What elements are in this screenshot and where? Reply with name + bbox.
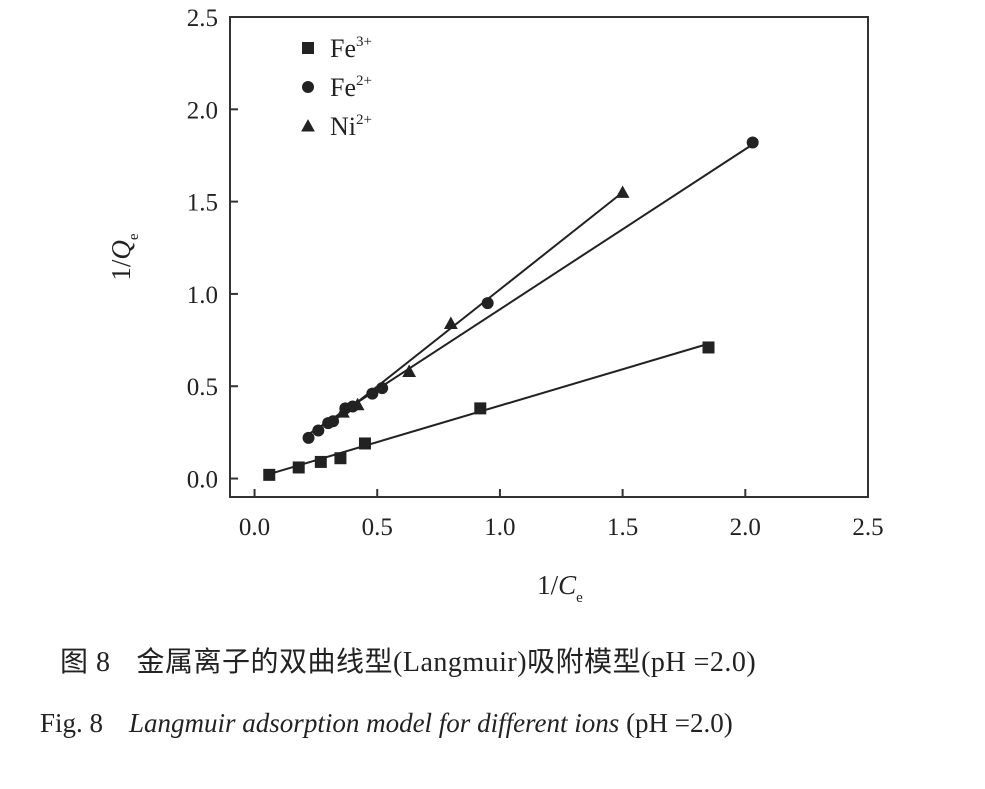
y-tick-label: 1.5: [187, 190, 218, 217]
x-tick-label: 0.5: [362, 514, 393, 541]
plot-area: [229, 16, 869, 498]
x-tick-label: 1.0: [484, 514, 515, 541]
data-point-triangle: [335, 405, 350, 418]
y-axis: 0.0 0.5 1.0 1.5 2.0 2.5: [187, 5, 238, 494]
data-point-circle: [746, 136, 759, 149]
figure-caption-chinese: 图 8 金属离子的双曲线型(Langmuir)吸附模型(pH =2.0): [0, 640, 985, 680]
data-point-triangle: [615, 185, 630, 198]
caption-text-en: Langmuir adsorption model for different …: [129, 708, 620, 738]
data-point-square: [263, 468, 276, 481]
legend: Fe3+ Fe2+ Ni2+: [301, 34, 372, 141]
x-tick-label: 0.0: [239, 514, 270, 541]
data-markers: [263, 136, 759, 481]
data-point-square: [702, 341, 715, 354]
legend-label: Fe3+: [330, 34, 372, 63]
y-tick-label: 0.0: [187, 467, 218, 494]
y-tick-label: 2.0: [187, 97, 218, 124]
x-tick-label: 2.0: [730, 514, 761, 541]
data-point-circle: [376, 382, 389, 395]
legend-marker-triangle: [301, 119, 315, 132]
caption-suffix-en: (pH =2.0): [626, 708, 733, 738]
y-axis-title-group: 1/Qe: [106, 233, 142, 281]
data-point-circle: [302, 431, 315, 444]
data-point-square: [334, 452, 347, 465]
fit-lines: [266, 143, 754, 476]
y-tick-label: 0.5: [187, 374, 218, 401]
legend-marker-square: [302, 42, 314, 54]
data-point-square: [474, 402, 487, 415]
data-point-circle: [327, 415, 340, 428]
figure-number-en: Fig. 8: [40, 708, 104, 738]
data-point-triangle: [443, 316, 458, 329]
fit-line-triangle: [334, 191, 624, 421]
caption-text-zh: 金属离子的双曲线型(Langmuir)吸附模型(pH =2.0): [136, 647, 757, 678]
data-point-circle: [481, 297, 494, 310]
y-axis-title: 1/Qe: [106, 233, 142, 281]
data-point-circle: [312, 424, 325, 437]
data-point-triangle: [350, 397, 365, 411]
y-tick-label: 1.0: [187, 282, 218, 309]
data-point-square: [292, 461, 305, 474]
x-tick-label: 2.5: [852, 514, 883, 541]
x-tick-label: 1.5: [607, 514, 638, 541]
axis-titles: 1/Ce 1/Qe: [106, 233, 583, 606]
data-point-triangle: [402, 364, 417, 377]
legend-label: Ni2+: [330, 112, 372, 141]
legend-marker-circle: [302, 81, 314, 93]
x-axis-title: 1/Ce: [537, 570, 583, 606]
legend-label: Fe2+: [330, 73, 372, 102]
data-point-square: [314, 455, 327, 468]
data-point-circle: [366, 387, 379, 400]
figure-number-zh: 图 8: [60, 647, 111, 678]
data-point-square: [358, 437, 371, 450]
y-tick-label: 2.5: [187, 5, 218, 32]
fit-line-square: [266, 342, 709, 476]
plot-frame: [229, 16, 869, 498]
x-axis: 0.0 0.5 1.0 1.5 2.0 2.5: [239, 489, 884, 541]
figure-caption-english: Fig. 8 Langmuir adsorption model for diff…: [0, 708, 985, 739]
